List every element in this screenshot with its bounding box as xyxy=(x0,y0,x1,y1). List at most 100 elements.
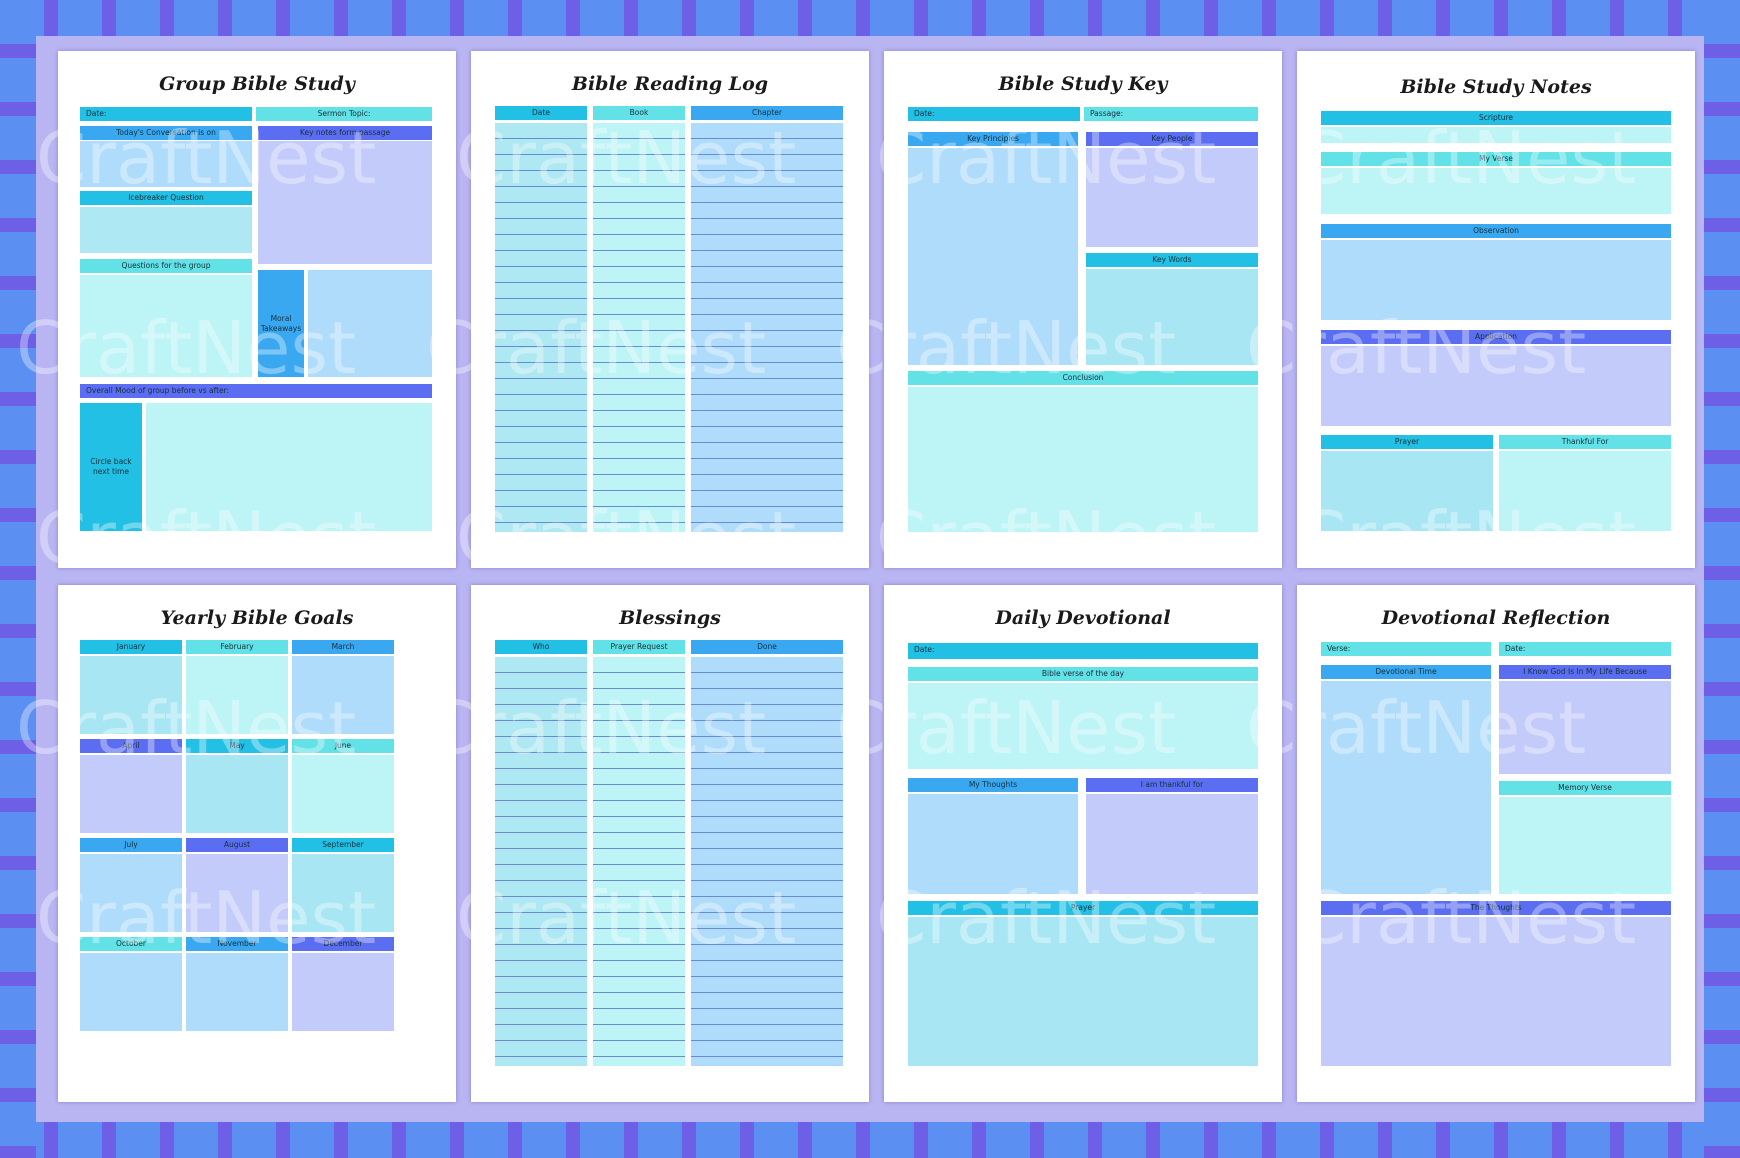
month-header-may: May xyxy=(186,739,288,753)
month-box-april[interactable] xyxy=(80,755,182,833)
month-header-june: June xyxy=(292,739,394,753)
month-header-april: April xyxy=(80,739,182,753)
frame-bottom xyxy=(0,1122,1740,1158)
page-title: Devotional Reflection xyxy=(1381,607,1611,629)
page-title: Bible Study Key xyxy=(998,73,1168,95)
date-column-header: Date xyxy=(495,106,587,120)
key-people-box[interactable] xyxy=(1086,148,1258,247)
frame-left xyxy=(0,0,36,1158)
overall-mood-box[interactable] xyxy=(146,403,432,531)
key-people-header: Key People xyxy=(1086,132,1258,146)
page-title: Blessings xyxy=(619,607,721,629)
month-box-july[interactable] xyxy=(80,854,182,932)
scripture-box[interactable] xyxy=(1321,127,1671,143)
month-box-december[interactable] xyxy=(292,953,394,1031)
passage-header: Passage: xyxy=(1084,107,1258,121)
frame-right xyxy=(1704,0,1740,1158)
memory-verse-box[interactable] xyxy=(1499,797,1671,894)
prayer-request-column-rows[interactable] xyxy=(593,657,685,1066)
month-box-october[interactable] xyxy=(80,953,182,1031)
the-thoughts-box[interactable] xyxy=(1321,917,1671,1066)
moral-takeaways-label: Moral Takeaways xyxy=(258,270,304,377)
who-column-rows[interactable] xyxy=(495,657,587,1066)
date-column-rows[interactable] xyxy=(495,123,587,532)
key-words-header: Key Words xyxy=(1086,253,1258,267)
month-box-november[interactable] xyxy=(186,953,288,1031)
frame-top xyxy=(0,0,1740,36)
month-box-august[interactable] xyxy=(186,854,288,932)
application-box[interactable] xyxy=(1321,346,1671,426)
verse-of-day-header: Bible verse of the day xyxy=(908,667,1258,681)
key-notes-box[interactable] xyxy=(258,141,432,264)
observation-box[interactable] xyxy=(1321,240,1671,320)
key-principles-header: Key Principles xyxy=(908,132,1078,146)
scripture-header: Scripture xyxy=(1321,111,1671,125)
my-thoughts-box[interactable] xyxy=(908,794,1078,894)
moral-takeaways-box[interactable] xyxy=(308,270,432,377)
know-god-header: I Know God Is In My Life Because xyxy=(1499,665,1671,679)
month-box-march[interactable] xyxy=(292,656,394,734)
circle-back-label: Circle back next time xyxy=(80,403,142,531)
done-column-header: Done xyxy=(691,640,843,654)
page-daily-devotional: Daily Devotional Date: Bible verse of th… xyxy=(884,585,1282,1102)
verse-of-day-box[interactable] xyxy=(908,683,1258,769)
verse-header: Verse: xyxy=(1321,642,1491,656)
key-words-box[interactable] xyxy=(1086,269,1258,365)
icebreaker-box[interactable] xyxy=(80,207,252,253)
month-header-october: October xyxy=(80,937,182,951)
prayer-request-column-header: Prayer Request xyxy=(593,640,685,654)
devotional-time-header: Devotional Time xyxy=(1321,665,1491,679)
month-box-september[interactable] xyxy=(292,854,394,932)
prayer-box[interactable] xyxy=(1321,451,1493,531)
questions-header: Questions for the group xyxy=(80,259,252,273)
chapter-column-rows[interactable] xyxy=(691,123,843,532)
month-header-july: July xyxy=(80,838,182,852)
month-box-may[interactable] xyxy=(186,755,288,833)
month-header-september: September xyxy=(292,838,394,852)
month-box-january[interactable] xyxy=(80,656,182,734)
thankful-box[interactable] xyxy=(1086,794,1258,894)
my-verse-box[interactable] xyxy=(1321,168,1671,214)
todays-conversation-box[interactable] xyxy=(80,141,252,187)
month-box-june[interactable] xyxy=(292,755,394,833)
conclusion-header: Conclusion xyxy=(908,371,1258,385)
page-bible-study-key: Bible Study Key Date: Passage: Key Princ… xyxy=(884,51,1282,568)
date-header: Date: xyxy=(1499,642,1671,656)
page-title: Bible Reading Log xyxy=(571,73,769,95)
prayer-header: Prayer xyxy=(1321,435,1493,449)
overall-mood-header: Overall Mood of group before vs after: xyxy=(80,384,432,398)
page-devotional-reflection: Devotional Reflection Verse: Date: Devot… xyxy=(1297,585,1695,1102)
book-column-header: Book xyxy=(593,106,685,120)
prayer-header: Prayer xyxy=(908,901,1258,915)
page-title: Group Bible Study xyxy=(159,73,355,95)
devotional-time-box[interactable] xyxy=(1321,681,1491,894)
month-header-november: November xyxy=(186,937,288,951)
page-bible-reading-log: Bible Reading Log Date Book Chapter xyxy=(471,51,869,568)
my-thoughts-header: My Thoughts xyxy=(908,778,1078,792)
book-column-rows[interactable] xyxy=(593,123,685,532)
date-header: Date: xyxy=(908,107,1080,121)
done-column-rows[interactable] xyxy=(691,657,843,1066)
planner-board: Group Bible Study Date: Sermon Topic: To… xyxy=(16,36,1704,1122)
month-header-august: August xyxy=(186,838,288,852)
month-header-march: March xyxy=(292,640,394,654)
prayer-box[interactable] xyxy=(908,917,1258,1066)
know-god-box[interactable] xyxy=(1499,681,1671,774)
conclusion-box[interactable] xyxy=(908,387,1258,532)
month-header-february: February xyxy=(186,640,288,654)
key-principles-box[interactable] xyxy=(908,148,1078,365)
page-title: Yearly Bible Goals xyxy=(160,607,354,629)
questions-box[interactable] xyxy=(80,275,252,377)
who-column-header: Who xyxy=(495,640,587,654)
application-header: Application xyxy=(1321,330,1671,344)
observation-header: Observation xyxy=(1321,224,1671,238)
thankful-for-box[interactable] xyxy=(1499,451,1671,531)
sermon-topic-header: Sermon Topic: xyxy=(256,107,432,121)
icebreaker-header: Icebreaker Question xyxy=(80,191,252,205)
my-verse-header: My Verse xyxy=(1321,152,1671,166)
the-thoughts-header: The Thoughts xyxy=(1321,901,1671,915)
page-title: Daily Devotional xyxy=(995,607,1171,629)
month-header-december: December xyxy=(292,937,394,951)
key-notes-header: Key notes form passage xyxy=(258,126,432,140)
month-box-february[interactable] xyxy=(186,656,288,734)
